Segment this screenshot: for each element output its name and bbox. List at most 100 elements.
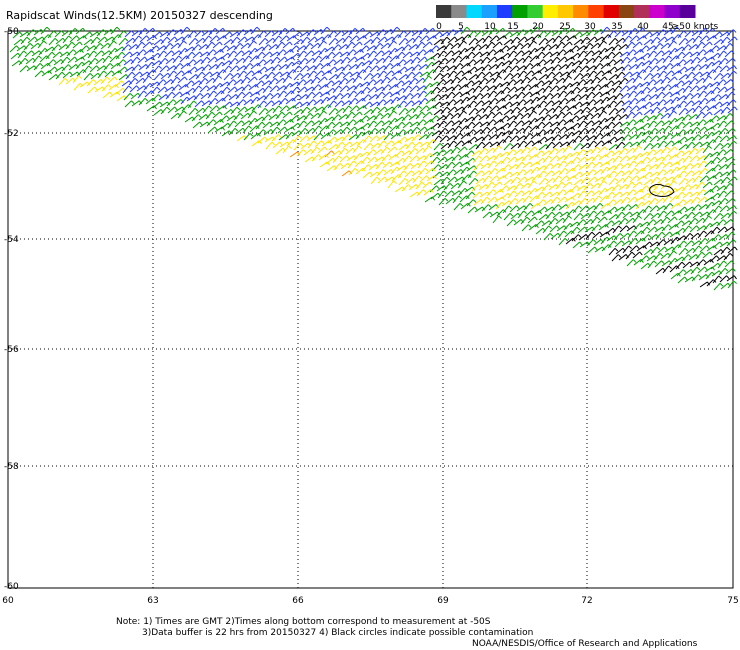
wind-barb-flag [522,99,527,103]
wind-barb [712,101,721,109]
wind-barb [625,147,634,155]
wind-barb [542,121,551,129]
wind-barb [537,100,544,109]
wind-barb [629,245,637,253]
wind-barb-flag [219,111,223,116]
wind-barb [303,149,312,156]
wind-barb-flag [558,100,562,105]
wind-barb-flag [696,196,701,201]
wind-barb [530,202,539,210]
wind-barb-flag [108,50,112,55]
wind-barb [648,58,656,66]
wind-barb [702,215,709,224]
wind-barb-flag [673,110,677,114]
wind-barb [382,55,389,64]
wind-barb [341,170,350,177]
wind-barb [191,114,199,122]
wind-barb-flag [256,96,261,101]
wind-barb-flag [192,46,196,51]
wind-barb [264,100,272,108]
wind-barb-flag [733,210,737,214]
wind-barb [296,45,305,52]
wind-barb-flag [401,80,405,85]
wind-barb [447,140,454,149]
wind-barb-flag [298,65,302,69]
wind-barb-flag [708,145,712,149]
wind-barb [702,251,711,259]
wind-barb [397,30,404,39]
wind-barb-flag [376,135,380,140]
wind-barb-flag [149,82,154,87]
wind-barb-flag [162,79,167,83]
wind-barb-flag [591,231,596,236]
wind-barb [495,61,503,70]
wind-barb-flag [368,60,372,65]
wind-barb-flag [697,191,701,196]
wind-barb [465,87,474,95]
wind-barb [718,198,726,206]
wind-barb-flag [392,106,396,111]
wind-barb-flag [527,224,532,228]
wind-barb [724,120,732,128]
wind-barb [137,90,144,99]
wind-barb [496,139,504,147]
wind-barb-flag [528,120,532,125]
wind-barb [706,279,714,287]
wind-barb-flag [219,82,224,87]
wind-barb-flag [526,76,531,81]
wind-barb [618,218,626,226]
wind-barb [212,41,221,49]
wind-barb-flag [397,62,401,67]
wind-barb [516,135,525,142]
wind-barb-flag [348,105,352,109]
wind-barb-flag [159,31,163,36]
wind-barb-flag [487,134,492,138]
wind-barb [548,218,556,226]
wind-barb-flag [494,56,498,61]
wind-barb-flag [424,97,429,102]
wind-barb-flag [366,156,371,161]
wind-barb [713,283,721,291]
wind-barb-flag [661,260,665,265]
wind-barb [640,192,649,200]
wind-barb [318,84,327,91]
wind-barb [703,83,711,91]
wind-barb-flag [642,97,646,102]
wind-barb-flag [653,185,657,190]
wind-barb-flag [558,175,562,179]
wind-barb-flag [354,167,359,172]
wind-barb [193,93,201,101]
wind-barb [314,140,322,148]
wind-barb [548,114,557,121]
wind-barb-flag [321,70,325,75]
wind-barb-flag [359,82,364,87]
wind-barb-flag [566,105,570,110]
wind-barb [556,189,564,197]
wind-barb [530,96,538,105]
wind-barb [671,244,679,252]
wind-barb [370,72,379,80]
wind-barb [324,80,332,88]
wind-barb [615,177,624,185]
wind-barb [431,164,439,172]
wind-barb [300,36,308,45]
wind-barb [590,216,598,225]
wind-barb [517,36,526,44]
wind-barb-flag [544,107,549,112]
wind-barb [198,44,207,51]
wind-barb [557,90,564,99]
wind-barb [586,29,594,37]
wind-barb [466,129,474,137]
wind-barb [408,184,417,191]
wind-barb-flag [102,29,107,33]
wind-barb-flag [632,119,637,123]
wind-barb-flag [613,95,617,100]
wind-barb-flag [463,110,467,114]
wind-barb [570,226,578,235]
wind-barb [342,71,351,79]
wind-barb-flag [276,126,281,131]
wind-barb [459,195,467,203]
wind-barb [118,38,126,46]
wind-barb-flag [570,189,574,193]
wind-barb [711,60,720,67]
